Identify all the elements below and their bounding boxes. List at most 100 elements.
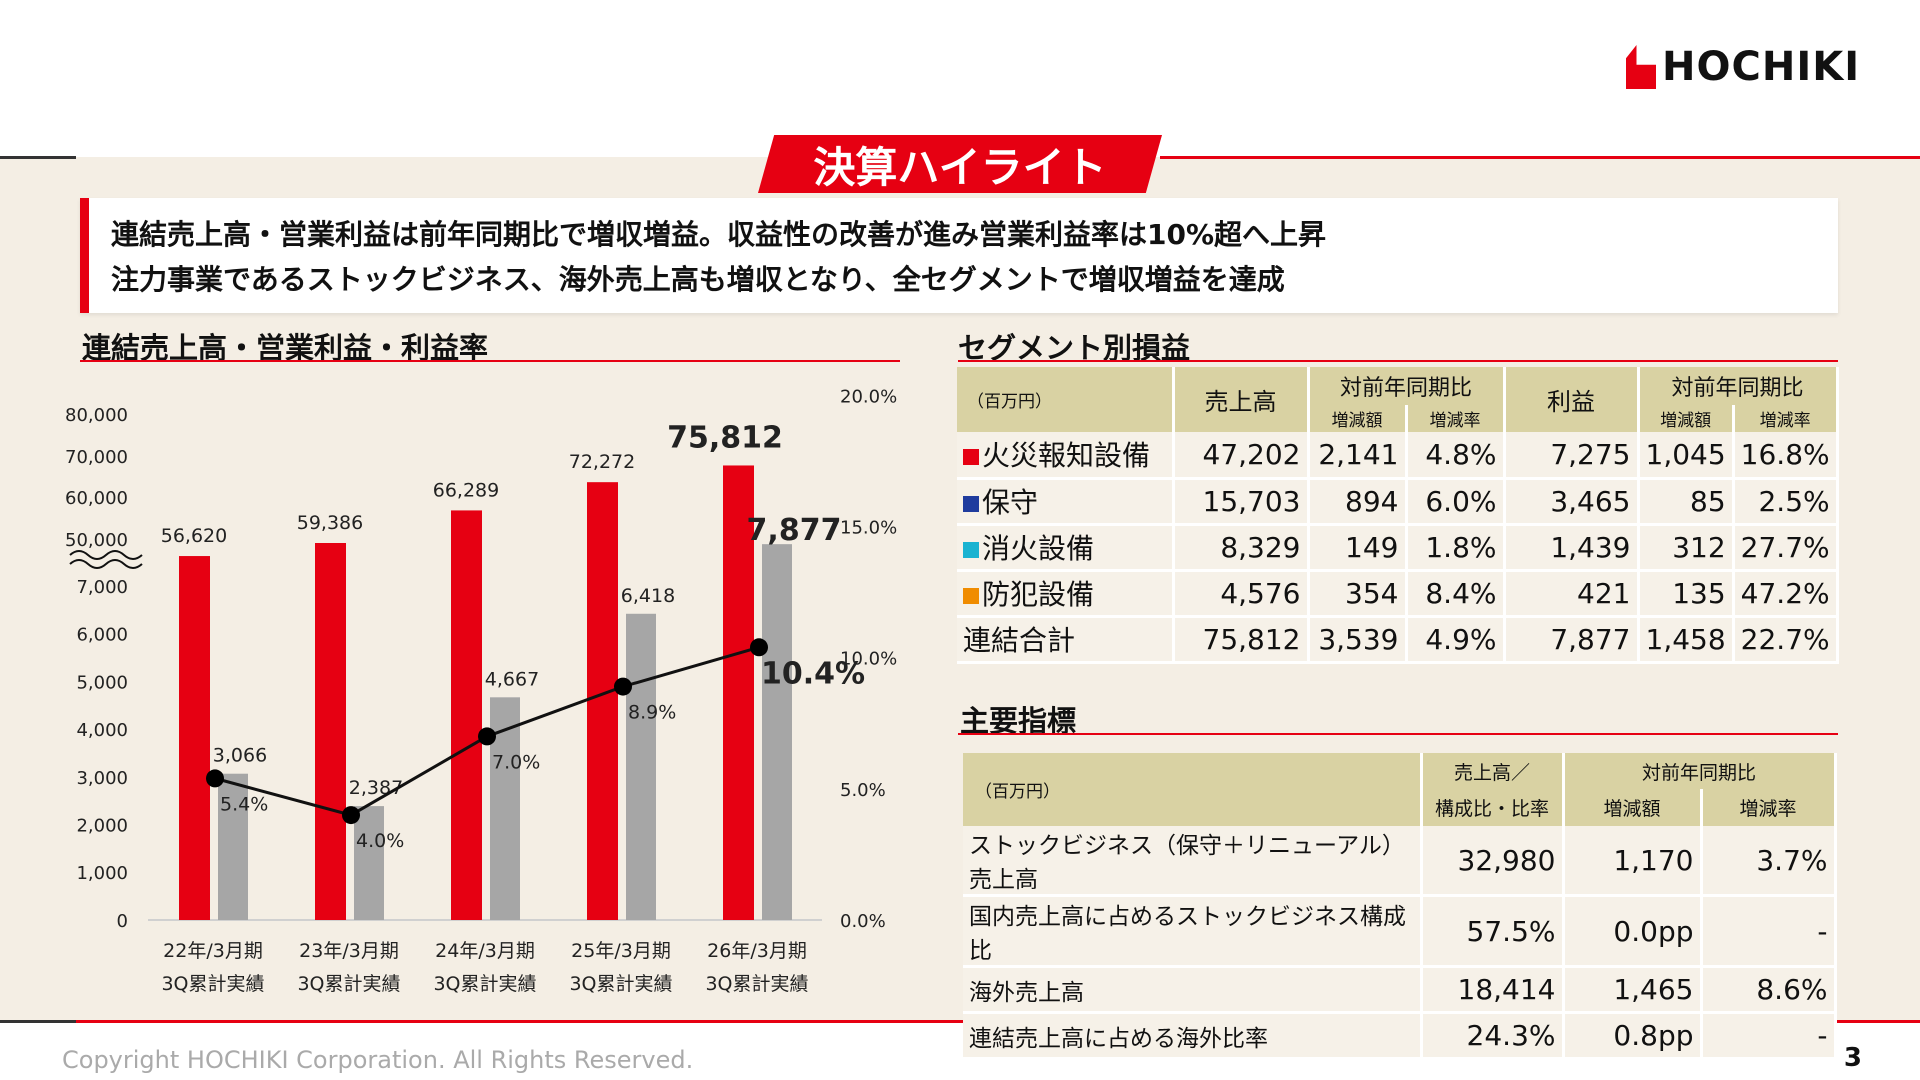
segment-cell: 27.7%: [1733, 524, 1839, 572]
sales-bar: [179, 556, 210, 920]
profit-value-label: 7,877: [747, 513, 842, 548]
unit-label: （百万円）: [957, 367, 1175, 432]
profit-value-label: 3,066: [213, 745, 267, 767]
sales-profit-chart: 80,000 70,000 60,000 50,000 7,000 6,000 5,000 4…: [0, 370, 940, 1020]
segment-cell: 6.0%: [1406, 478, 1506, 526]
segment-color-swatch-icon: [963, 496, 979, 512]
segment-cell: 1,439: [1504, 524, 1640, 572]
left-axis-tick: 0: [117, 911, 128, 932]
kpi-row: 連結売上高に占める海外比率 24.3% 0.8pp -: [963, 1012, 1837, 1060]
header-divider: [0, 156, 76, 159]
category-label: 22年/3月期: [163, 940, 263, 962]
segment-cell: 3,465: [1504, 478, 1640, 526]
segment-cell: 1,045: [1638, 432, 1735, 480]
left-axis-tick: 70,000: [65, 447, 128, 468]
segment-table: （百万円） 売上高 対前年同期比 利益 対前年同期比 増減額 増減率 増減額 増…: [957, 367, 1839, 664]
kpi-cell: 18,414: [1421, 966, 1565, 1014]
segment-cell: 22.7%: [1733, 616, 1839, 664]
sales-bar: [451, 510, 482, 920]
header-yoy: 対前年同期比: [1308, 367, 1506, 405]
right-axis-tick: 15.0%: [840, 518, 897, 539]
left-axis-tick: 50,000: [65, 530, 128, 551]
segment-name: 防犯設備: [957, 570, 1175, 618]
segment-color-swatch-icon: [963, 588, 979, 604]
segment-name: 保守: [957, 478, 1175, 526]
sales-value-label: 59,386: [297, 512, 363, 534]
kpi-name: 連結売上高に占める海外比率: [963, 1012, 1423, 1060]
category-label: 24年/3月期: [435, 940, 535, 962]
category-sublabel: 3Q累計実績: [705, 973, 808, 995]
kpi-cell: 1,170: [1563, 826, 1703, 897]
summary-line-1: 連結売上高・営業利益は前年同期比で増収増益。収益性の改善が進み営業利益率は10%…: [111, 218, 1327, 251]
category-sublabel: 3Q累計実績: [297, 973, 400, 995]
kpi-cell: 0.0pp: [1563, 895, 1703, 968]
segment-cell: 354: [1308, 570, 1408, 618]
page-number: 3: [1843, 1043, 1862, 1073]
kpi-cell: 8.6%: [1701, 966, 1837, 1014]
kpi-name: 国内売上高に占めるストックビジネス構成比: [963, 895, 1423, 968]
summary-message: 連結売上高・営業利益は前年同期比で増収増益。収益性の改善が進み営業利益率は10%…: [80, 198, 1838, 313]
kpi-row: 国内売上高に占めるストックビジネス構成比 57.5% 0.0pp -: [963, 895, 1837, 968]
profit-value-label: 6,418: [621, 585, 675, 607]
left-axis-tick: 7,000: [76, 577, 128, 598]
segment-cell: 2,141: [1308, 432, 1408, 480]
segment-cell: 8,329: [1173, 524, 1310, 572]
margin-point: [614, 677, 632, 696]
segment-row: 連結合計 75,812 3,539 4.9% 7,877 1,458 22.7%: [957, 616, 1839, 664]
axis-break-icon: [69, 550, 143, 569]
segment-cell: 3,539: [1308, 616, 1408, 664]
segment-section-underline: [958, 360, 1838, 362]
segment-cell: 149: [1308, 524, 1408, 572]
chart-canvas: 80,000 70,000 60,000 50,000 7,000 6,000 5,000 4…: [65, 387, 897, 996]
header-yoy: 対前年同期比: [1563, 753, 1837, 789]
header-yoy-profit: 対前年同期比: [1638, 367, 1839, 405]
segment-name-text: 防犯設備: [982, 578, 1095, 611]
header-sales: 売上高: [1173, 367, 1310, 432]
header-rate: 増減率: [1701, 789, 1837, 826]
segment-row: 保守 15,703 894 6.0% 3,465 85 2.5%: [957, 478, 1839, 526]
segment-name-text: 連結合計: [963, 624, 1076, 657]
segment-cell: 421: [1504, 570, 1640, 618]
kpi-section-underline: [958, 733, 1838, 735]
segment-cell: 47,202: [1173, 432, 1310, 480]
sales-value-label: 72,272: [569, 451, 635, 473]
margin-point: [206, 769, 224, 788]
profit-bar: [762, 544, 792, 920]
header-diff: 増減額: [1308, 405, 1408, 432]
kpi-table: （百万円） 売上高／ 対前年同期比 構成比・比率 増減額 増減率 ストックビジネ…: [963, 753, 1837, 1060]
segment-cell: 2.5%: [1733, 478, 1839, 526]
kpi-cell: 1,465: [1563, 966, 1703, 1014]
category-label: 26年/3月期: [707, 940, 807, 962]
logo-mark-icon: [1626, 45, 1656, 89]
segment-name: 火災報知設備: [957, 432, 1175, 480]
header-sales-ratio: 売上高／: [1421, 753, 1565, 789]
margin-point: [750, 638, 768, 657]
margin-value-label: 4.0%: [356, 830, 404, 852]
segment-cell: 894: [1308, 478, 1408, 526]
right-axis-tick: 0.0%: [840, 911, 886, 932]
page-title: 決算ハイライト: [758, 135, 1162, 193]
kpi-row: 海外売上高 18,414 1,465 8.6%: [963, 966, 1837, 1014]
segment-color-swatch-icon: [963, 449, 979, 466]
category-label: 23年/3月期: [299, 940, 399, 962]
unit-label: （百万円）: [963, 753, 1423, 826]
segment-cell: 135: [1638, 570, 1735, 618]
margin-point: [342, 806, 360, 825]
margin-point: [478, 727, 496, 746]
kpi-cell: 57.5%: [1421, 895, 1565, 968]
segment-cell: 312: [1638, 524, 1735, 572]
segment-cell: 4.8%: [1406, 432, 1506, 480]
category-sublabel: 3Q累計実績: [161, 973, 264, 995]
kpi-cell: 24.3%: [1421, 1012, 1565, 1060]
copyright: Copyright HOCHIKI Corporation. All Right…: [62, 1046, 694, 1074]
segment-name: 消火設備: [957, 524, 1175, 572]
footer-divider: [0, 1020, 76, 1023]
left-axis-tick: 2,000: [76, 816, 128, 837]
profit-bar: [218, 773, 248, 920]
segment-name-text: 消火設備: [982, 532, 1095, 565]
segment-cell: 7,275: [1504, 432, 1640, 480]
right-axis-tick: 5.0%: [840, 780, 886, 801]
left-axis-tick: 3,000: [76, 768, 128, 789]
header-diff-profit: 増減額: [1638, 405, 1735, 432]
sales-value-label: 56,620: [161, 525, 227, 547]
